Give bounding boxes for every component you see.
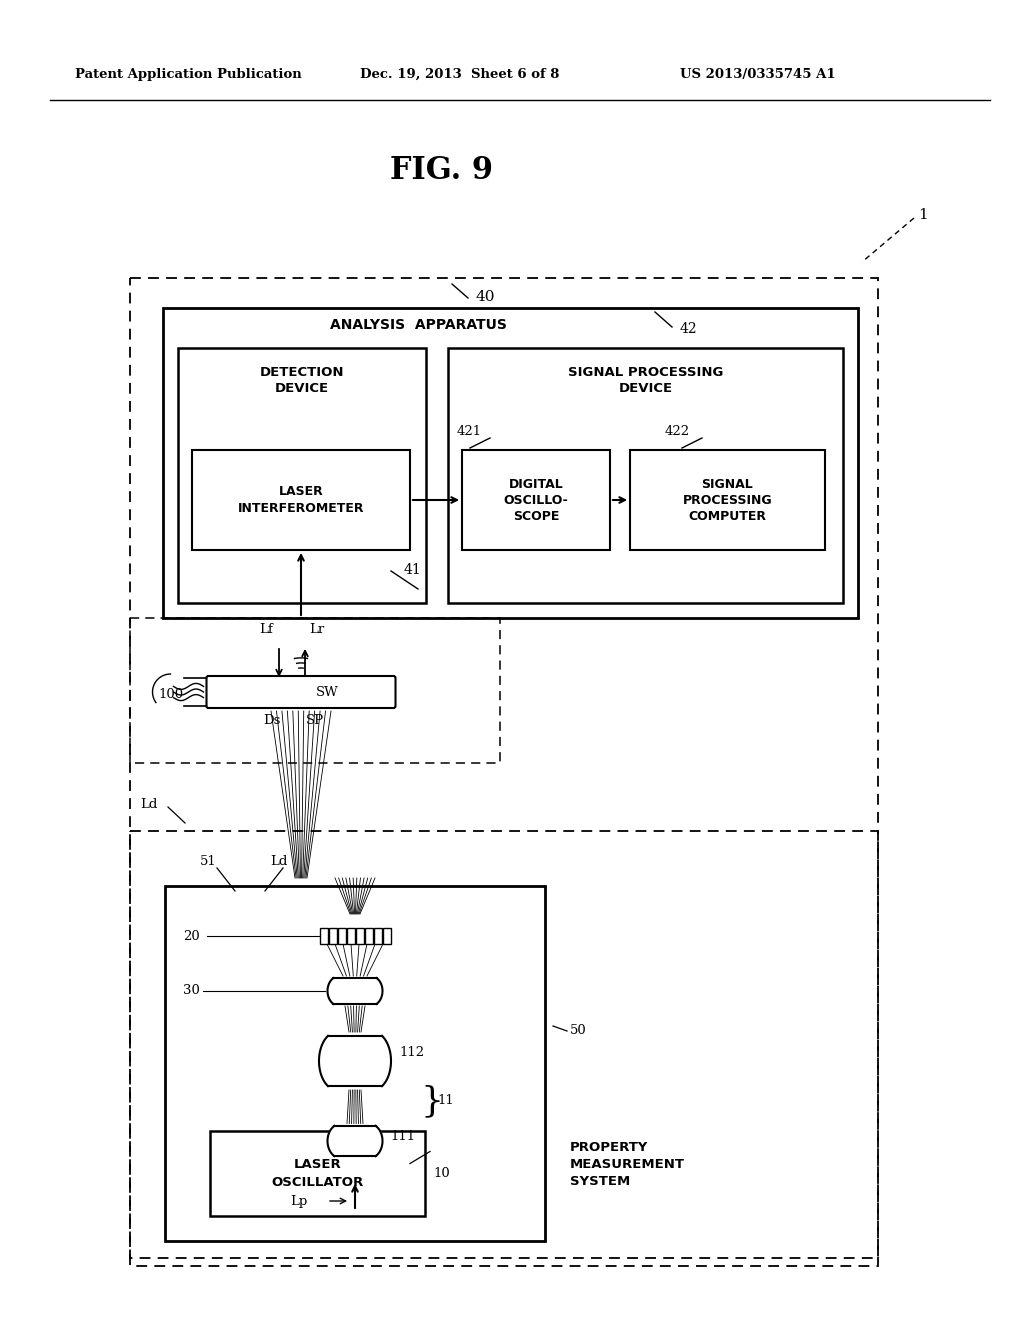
Text: 50: 50 bbox=[570, 1024, 587, 1038]
Bar bbox=[355, 928, 364, 944]
Text: DETECTION
DEVICE: DETECTION DEVICE bbox=[260, 366, 344, 395]
Text: Lf: Lf bbox=[259, 623, 272, 636]
Text: 1: 1 bbox=[918, 209, 928, 222]
Bar bbox=[462, 450, 610, 550]
Text: SIGNAL PROCESSING
DEVICE: SIGNAL PROCESSING DEVICE bbox=[568, 366, 723, 395]
Text: 111: 111 bbox=[390, 1130, 416, 1143]
Bar bbox=[178, 348, 426, 603]
Text: 42: 42 bbox=[680, 322, 697, 337]
Text: Lr: Lr bbox=[309, 623, 325, 636]
Text: 112: 112 bbox=[399, 1047, 424, 1060]
Text: 11: 11 bbox=[437, 1094, 455, 1107]
Text: Dec. 19, 2013  Sheet 6 of 8: Dec. 19, 2013 Sheet 6 of 8 bbox=[360, 69, 559, 81]
Bar bbox=[329, 928, 337, 944]
Bar bbox=[630, 450, 825, 550]
Bar bbox=[163, 308, 858, 618]
Polygon shape bbox=[328, 978, 383, 1005]
Text: DIGITAL
OSCILLO-
SCOPE: DIGITAL OSCILLO- SCOPE bbox=[504, 478, 568, 523]
Text: 100: 100 bbox=[158, 688, 183, 701]
Text: LASER
INTERFEROMETER: LASER INTERFEROMETER bbox=[238, 484, 365, 515]
Bar bbox=[449, 348, 843, 603]
Polygon shape bbox=[319, 1036, 391, 1086]
Text: Lp: Lp bbox=[290, 1195, 307, 1208]
Bar bbox=[210, 1131, 425, 1216]
FancyBboxPatch shape bbox=[207, 676, 395, 708]
Text: 51: 51 bbox=[200, 855, 217, 869]
Bar bbox=[165, 886, 545, 1241]
Text: US 2013/0335745 A1: US 2013/0335745 A1 bbox=[680, 69, 836, 81]
Text: 20: 20 bbox=[183, 929, 200, 942]
Bar bbox=[374, 928, 382, 944]
Bar bbox=[130, 832, 878, 1266]
Bar bbox=[346, 928, 354, 944]
Bar bbox=[383, 928, 390, 944]
Text: SIGNAL
PROCESSING
COMPUTER: SIGNAL PROCESSING COMPUTER bbox=[683, 478, 772, 523]
Text: 40: 40 bbox=[476, 290, 496, 304]
Text: PROPERTY
MEASUREMENT
SYSTEM: PROPERTY MEASUREMENT SYSTEM bbox=[570, 1140, 685, 1188]
Text: SP: SP bbox=[306, 714, 325, 727]
Text: ANALYSIS  APPARATUS: ANALYSIS APPARATUS bbox=[330, 318, 507, 333]
Text: 421: 421 bbox=[457, 425, 482, 438]
Text: 422: 422 bbox=[665, 425, 690, 438]
Bar bbox=[319, 928, 328, 944]
Text: }: } bbox=[421, 1084, 443, 1118]
Polygon shape bbox=[328, 1126, 383, 1156]
Text: Patent Application Publication: Patent Application Publication bbox=[75, 69, 302, 81]
Bar bbox=[338, 928, 345, 944]
Text: 41: 41 bbox=[403, 564, 421, 577]
Text: LASER
OSCILLATOR: LASER OSCILLATOR bbox=[271, 1159, 364, 1188]
Text: FIG. 9: FIG. 9 bbox=[390, 154, 493, 186]
Text: 10: 10 bbox=[433, 1167, 450, 1180]
Bar bbox=[193, 450, 410, 550]
Text: Ld: Ld bbox=[270, 855, 288, 869]
Bar bbox=[365, 928, 373, 944]
Text: 30: 30 bbox=[183, 985, 200, 998]
Text: Ld: Ld bbox=[140, 799, 158, 810]
Text: SW: SW bbox=[316, 685, 339, 698]
Bar bbox=[130, 618, 500, 763]
Bar bbox=[130, 279, 878, 1258]
Text: Ds: Ds bbox=[263, 714, 281, 727]
